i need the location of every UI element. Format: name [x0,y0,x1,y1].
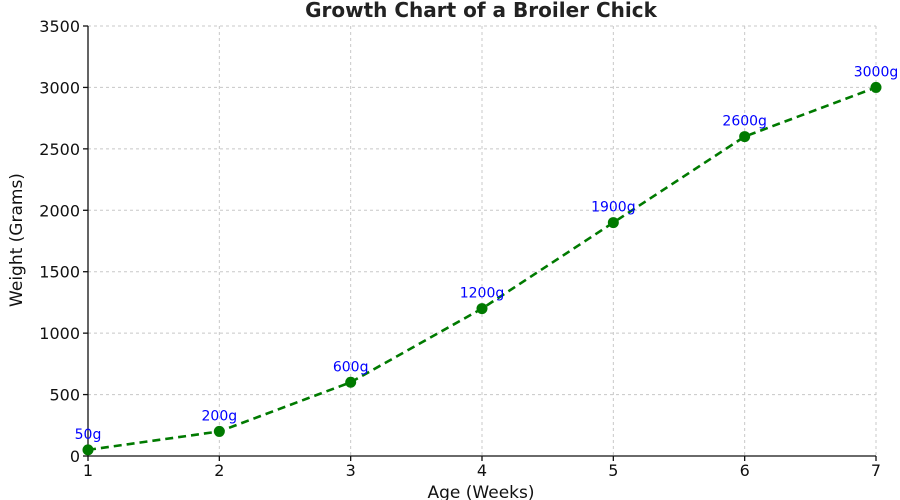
grid [87,25,877,457]
data-label: 600g [333,359,369,375]
tick-labels: 0 500 1000 1500 2000 2500 3000 3500 1 2 3 4 5 6 7 [39,17,881,480]
series [82,81,882,456]
data-point [870,81,882,93]
x-tick-label: 3 [346,461,356,480]
data-labels: 50g 200g 600g 1200g 1900g 2600g 3000g [75,64,899,442]
y-tick-label: 1000 [39,324,80,343]
data-point [82,444,94,456]
y-tick-label: 3000 [39,78,80,97]
y-tick-label: 2000 [39,201,80,220]
data-point [739,131,751,143]
data-label: 2600g [722,114,767,130]
x-tick-label: 6 [740,461,750,480]
y-tick-label: 500 [49,386,80,405]
y-tick-label: 1500 [39,263,80,282]
data-point [476,303,488,315]
x-tick-label: 5 [608,461,618,480]
data-label: 1900g [591,200,636,216]
x-tick-label: 2 [214,461,224,480]
y-tick-label: 3500 [39,17,80,36]
data-label: 1200g [460,286,505,302]
chart-title: Growth Chart of a Broiler Chick [305,0,657,22]
y-axis-label: Weight (Grams) [7,173,27,307]
y-tick-label: 2500 [39,140,80,159]
data-label: 3000g [854,64,899,80]
axes [87,26,876,457]
x-tick-label: 7 [871,461,881,480]
y-tick-label: 0 [70,447,80,466]
x-axis-label: Age (Weeks) [428,483,535,500]
data-label: 200g [202,408,238,424]
data-label: 50g [75,427,102,443]
x-tick-label: 1 [83,461,93,480]
data-point [213,425,225,437]
x-tick-label: 4 [477,461,487,480]
data-point [345,376,357,388]
data-point [607,217,619,229]
